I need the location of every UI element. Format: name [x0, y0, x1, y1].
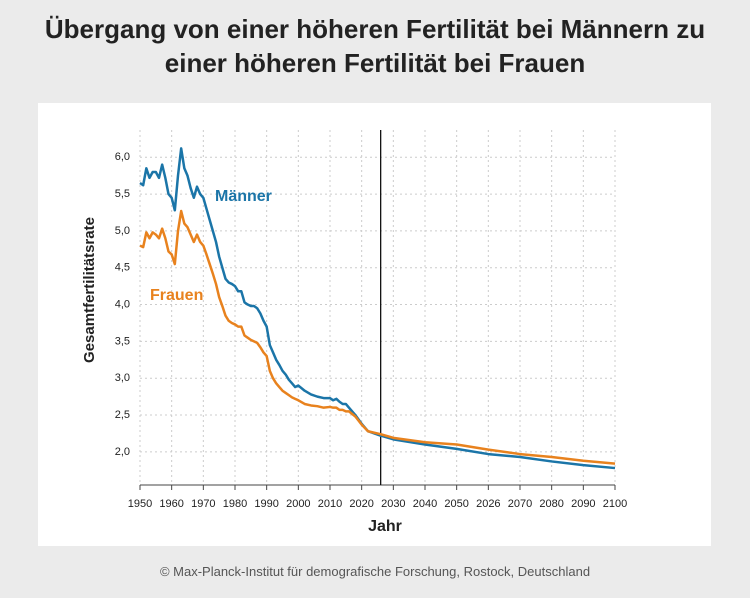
- x-tick-label: 2020: [349, 498, 373, 510]
- x-tick-label: 2000: [286, 498, 310, 510]
- x-tick-label: 2080: [539, 498, 563, 510]
- y-tick-label: 3,0: [115, 372, 130, 384]
- x-tick-label: 1950: [128, 498, 152, 510]
- y-tick-label: 5,5: [115, 188, 130, 200]
- y-tick-label: 3,5: [115, 335, 130, 347]
- x-tick-label: 1990: [254, 498, 278, 510]
- y-tick-label: 6,0: [115, 151, 130, 163]
- y-tick-label: 2,0: [115, 446, 130, 458]
- x-tick-label: 2050: [444, 498, 468, 510]
- x-tick-label: 2070: [508, 498, 532, 510]
- series-line: [139, 147, 616, 470]
- x-tick-label: 2040: [413, 498, 437, 510]
- x-tick-label: 2090: [571, 498, 595, 510]
- series-label: Männer: [215, 188, 272, 205]
- x-tick-label: 2010: [318, 498, 342, 510]
- x-axis-label: Jahr: [368, 518, 402, 535]
- x-tick-label: 1970: [191, 498, 215, 510]
- series-line: [139, 209, 616, 465]
- x-tick-label: 1960: [159, 498, 183, 510]
- series-label: Frauen: [150, 287, 203, 304]
- source-note: © Max-Planck-Institut für demografische …: [159, 564, 591, 579]
- chart-title: Übergang von einer höheren Fertilität be…: [44, 14, 706, 78]
- y-tick-label: 4,5: [115, 262, 130, 274]
- y-tick-label: 4,0: [115, 298, 130, 310]
- x-tick-label: 2030: [381, 498, 405, 510]
- x-tick-label: 2026: [476, 498, 500, 510]
- x-tick-label: 2100: [603, 498, 627, 510]
- y-tick-label: 5,0: [115, 225, 130, 237]
- y-axis-label: Gesamtfertilitätsrate: [81, 217, 98, 363]
- y-tick-label: 2,5: [115, 409, 130, 421]
- x-tick-label: 1980: [223, 498, 247, 510]
